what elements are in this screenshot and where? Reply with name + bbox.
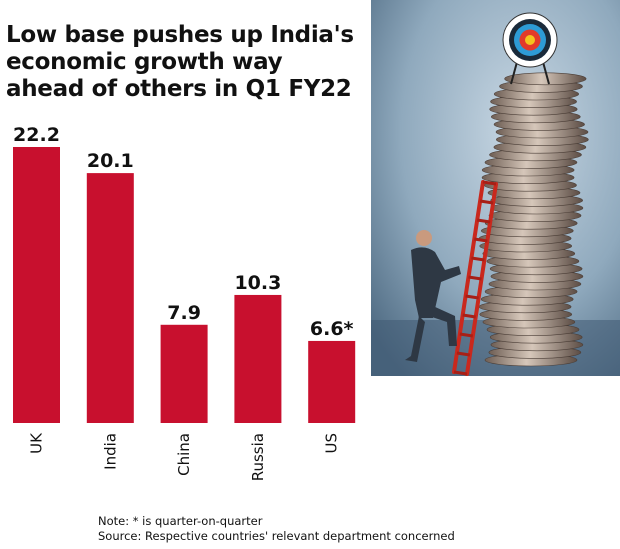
category-label-china: China (175, 433, 193, 476)
category-label-uk: UK (28, 432, 46, 454)
bar-uk (13, 147, 60, 423)
source-text: Source: Respective countries' relevant d… (98, 529, 455, 543)
value-label-us: 6.6* (310, 318, 354, 340)
note-text: Note: * is quarter-on-quarter (98, 514, 263, 528)
category-label-india: India (101, 433, 119, 470)
illustration-image (371, 0, 620, 376)
bar-india (86, 173, 134, 423)
chart-notes: Note: * is quarter-on-quarter Source: Re… (98, 514, 455, 544)
bar-russia (234, 294, 282, 423)
value-label-uk: 22.2 (13, 124, 60, 146)
category-label-russia: Russia (249, 433, 267, 481)
chart-title: Low base pushes up India's economic grow… (6, 22, 354, 102)
value-label-china: 7.9 (167, 302, 201, 324)
bar-us (308, 340, 356, 423)
bar-china (160, 324, 208, 423)
category-label-us: US (323, 433, 341, 454)
value-label-india: 20.1 (87, 150, 134, 172)
bar-chart: 22.220.17.910.36.6*1.5*1.3*0.9* UKIndiaC… (13, 124, 356, 481)
value-label-russia: 10.3 (234, 272, 281, 294)
